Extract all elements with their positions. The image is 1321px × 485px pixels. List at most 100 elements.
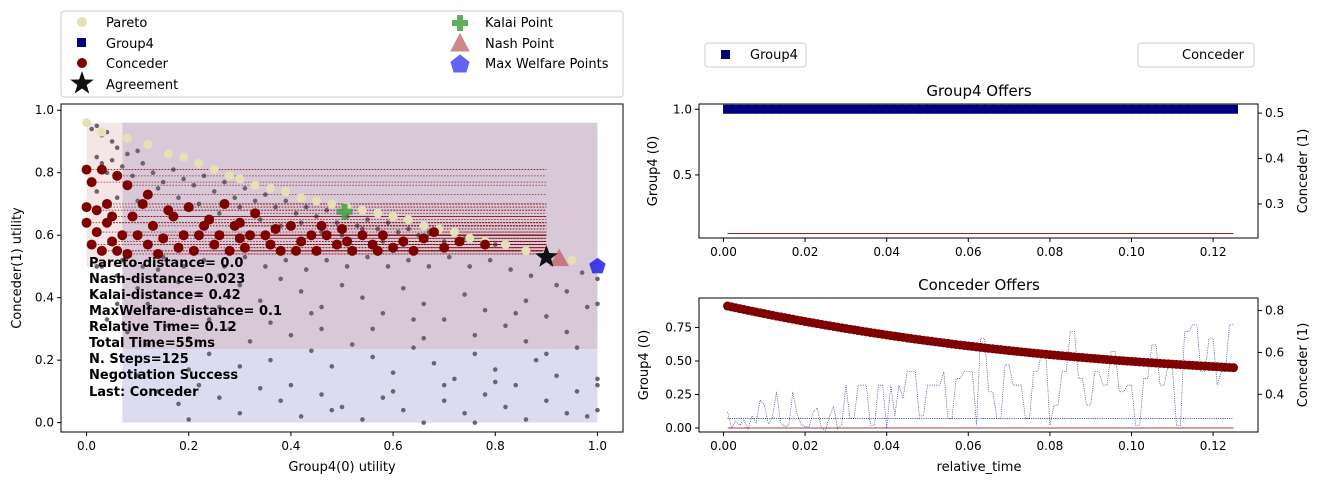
- group4-offer-point: [918, 104, 928, 114]
- conceder-offer-point: [142, 189, 153, 200]
- outcome-point: [89, 126, 94, 132]
- group4-offer-point: [1180, 104, 1190, 114]
- conceder-offer-point: [117, 230, 128, 241]
- x-tick-label: 0.12: [1200, 439, 1227, 453]
- group4-offer-point: [967, 104, 977, 114]
- conceder-offer-point: [306, 230, 317, 241]
- x-tick-label: 0.02: [792, 439, 819, 453]
- y2-axis-label: Conceder (1): [1296, 323, 1311, 408]
- conceder-offer-point: [234, 233, 245, 244]
- group4-offer-point: [829, 104, 839, 114]
- y-axis-label: Group4 (0): [646, 136, 661, 206]
- outcome-point: [564, 289, 570, 294]
- y-axis: 0.00 0.25 0.50 0.75: [665, 320, 699, 435]
- x-tick-label: 0.0: [77, 439, 96, 453]
- outcome-point: [533, 357, 539, 363]
- group4-offer-point: [1131, 104, 1141, 114]
- legend-left-item-conceder: Conceder: [77, 57, 169, 72]
- x-tick-label: 0.04: [873, 245, 900, 259]
- outcome-point: [288, 332, 294, 338]
- outcome-point: [135, 373, 140, 379]
- pareto-point: [163, 149, 173, 159]
- outcome-point: [252, 198, 258, 204]
- conceder-offer-point: [260, 230, 271, 241]
- conceder-offer-point: [265, 239, 276, 250]
- conceder-offers-chart: Conceder Offers 0.00 0.02 0.04 0.06 0.08 0.10…: [637, 276, 1311, 475]
- group4-offer-point: [1171, 104, 1181, 114]
- y2-tick-label: 0.4: [1265, 387, 1284, 401]
- group4-offer-point: [1114, 104, 1124, 114]
- conceder-offer-point: [250, 208, 261, 219]
- outcome-point: [278, 398, 283, 404]
- legend-left-label: Pareto: [106, 16, 147, 31]
- star-icon: [70, 71, 94, 94]
- outcome-point: [160, 179, 166, 185]
- outcome-point: [339, 282, 345, 288]
- outcome-point: [441, 398, 447, 404]
- x-tick-label: 0.10: [1118, 439, 1145, 453]
- pareto-point: [500, 240, 510, 250]
- conceder-offer-point: [173, 242, 184, 253]
- y2-axis: 0.3 0.4 0.5: [1258, 106, 1284, 211]
- legend-left-item-kalai: Kalai Point: [452, 15, 553, 31]
- outcome-point: [288, 382, 294, 388]
- outcome-point: [242, 186, 248, 191]
- conceder-offer-point: [101, 198, 112, 209]
- conceder-offer-point: [132, 230, 143, 241]
- outcome-point: [584, 414, 590, 419]
- y2-tick-label: 0.6: [1265, 345, 1284, 359]
- group4-offer-point: [1188, 104, 1198, 114]
- outcome-point: [135, 286, 140, 291]
- outcome-point: [380, 310, 386, 316]
- conceder-offer-point: [153, 248, 164, 259]
- group4-offer-point: [992, 104, 1002, 114]
- conceder-offer-points: [81, 164, 491, 259]
- outcome-point: [303, 267, 309, 272]
- stat-line: Negotiation Success: [89, 368, 238, 383]
- group4-offer-point: [1000, 104, 1010, 114]
- outcome-point: [421, 335, 427, 341]
- plot-frame: [698, 297, 1259, 433]
- outcome-point: [564, 329, 570, 335]
- pareto-point: [311, 196, 321, 206]
- conceder-offer-point: [454, 236, 465, 247]
- group4-offer-point: [1041, 104, 1051, 114]
- y2-axis: 0.4 0.6 0.8: [1258, 304, 1284, 401]
- group4-offer-point: [1139, 104, 1149, 114]
- outcome-point: [523, 417, 529, 422]
- outcome-point: [365, 254, 370, 260]
- y-tick-label: 0.00: [665, 421, 692, 435]
- legend-left-label: Conceder: [106, 57, 169, 72]
- outcome-point: [319, 326, 324, 332]
- conceder-offer-point: [357, 230, 368, 241]
- outcome-point: [155, 389, 161, 394]
- outcome-point: [120, 257, 125, 263]
- max-welfare-point: [589, 257, 606, 274]
- pareto-point: [225, 171, 235, 181]
- conceder-offer-point: [107, 211, 118, 222]
- group4-offer-point: [1122, 104, 1132, 114]
- outcome-point: [344, 264, 350, 269]
- y-tick-label: 0.8: [35, 166, 54, 180]
- outcome-point: [544, 398, 549, 404]
- conceder-offer-point: [428, 227, 439, 238]
- stat-line: N. Steps=125: [89, 352, 189, 367]
- outcome-point: [370, 326, 375, 332]
- outcome-point: [165, 323, 171, 329]
- x-tick-label: 0.06: [955, 439, 982, 453]
- group4-offer-point: [731, 104, 741, 114]
- outcome-point: [206, 317, 212, 322]
- conceder-offer-point: [127, 211, 138, 222]
- x-tick-label: 1.0: [588, 439, 607, 453]
- outcome-point: [595, 376, 600, 382]
- pareto-point: [357, 205, 367, 215]
- outcome-point: [196, 201, 202, 207]
- x-tick-label: 0.02: [792, 245, 819, 259]
- outcome-point: [390, 389, 396, 394]
- outcome-point: [431, 360, 437, 366]
- outcome-point: [125, 151, 130, 157]
- outcome-point: [595, 276, 600, 282]
- conceder-offer-point: [291, 245, 302, 256]
- conceder-offer-point: [96, 164, 107, 175]
- group4-offer-point: [1057, 104, 1067, 114]
